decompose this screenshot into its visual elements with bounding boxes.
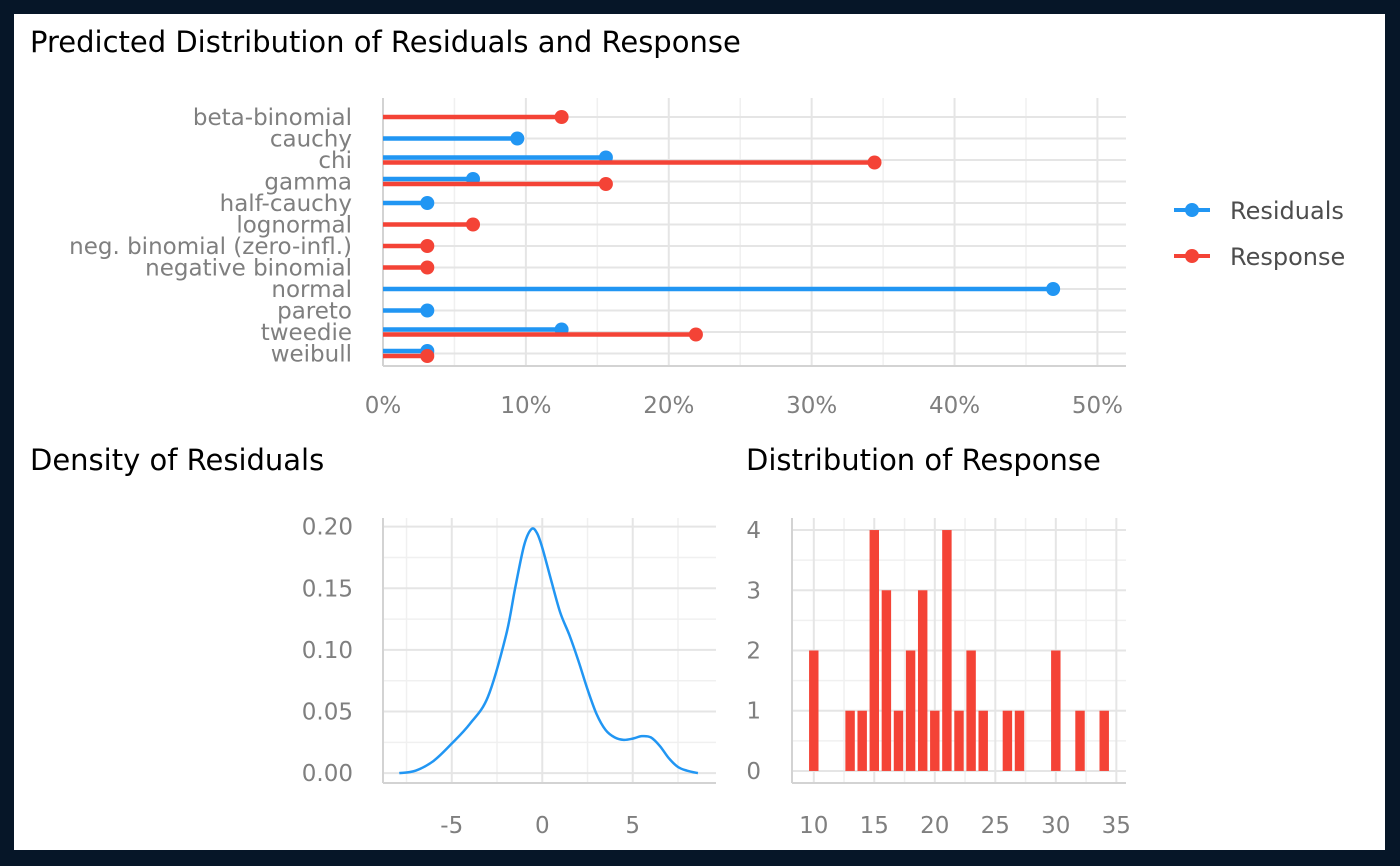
histogram-bar: [869, 530, 880, 771]
lollipop-dot-response: [688, 327, 703, 342]
x-tick-label: 40%: [929, 393, 980, 419]
y-tick-label: gamma: [264, 170, 352, 196]
histogram-bar: [1002, 710, 1013, 771]
y-tick-label: 2: [746, 639, 761, 665]
y-tick-label: 0: [746, 759, 761, 785]
x-tick-label: 25: [981, 813, 1010, 839]
density-chart-grid: [382, 518, 716, 784]
histogram-bar: [954, 710, 964, 771]
lollipop-dot-response: [420, 260, 435, 275]
top-chart-marks: [383, 110, 1061, 363]
x-tick-label: 20%: [643, 393, 694, 419]
lollipop-dot-response: [598, 177, 613, 191]
lollipop-dot-residuals: [420, 303, 435, 318]
lollipop-dot-response: [554, 110, 569, 124]
y-tick-label: tweedie: [261, 320, 352, 346]
histogram-bar: [809, 650, 819, 771]
density-curve: [399, 527, 699, 775]
histogram-bar: [845, 710, 855, 771]
histogram-bar: [942, 530, 952, 771]
histogram-bar: [1014, 710, 1025, 771]
y-tick-label: 0.05: [302, 700, 353, 726]
y-tick-label: 0.00: [302, 761, 353, 787]
histogram-bar: [857, 710, 867, 771]
histogram-bar: [930, 710, 940, 771]
y-tick-label: chi: [318, 148, 352, 174]
histogram-bar: [1075, 710, 1085, 771]
legend-response-label: Response: [1230, 243, 1345, 271]
x-tick-label: 30%: [786, 393, 837, 419]
histogram-chart: Distribution of Response 0 1 2 3 4 10 15 20 25 3…: [746, 443, 1131, 839]
top-chart-y-tick-labels: beta-binomialcauchychigammahalf-cauchylo…: [69, 105, 352, 368]
y-tick-label: weibull: [271, 342, 352, 368]
x-tick-label: 30: [1041, 813, 1070, 839]
lollipop-dot-response: [466, 217, 481, 232]
histogram-chart-title: Distribution of Response: [746, 443, 1101, 477]
y-tick-label: neg. binomial (zero-infl.): [69, 234, 352, 260]
x-tick-label: 15: [860, 813, 889, 839]
density-chart: Density of Residuals 0.00 0.05 0.10 0.15 0.2…: [30, 443, 716, 839]
y-tick-label: normal: [271, 277, 352, 303]
y-tick-label: beta-binomial: [193, 105, 352, 131]
chart-title: Predicted Distribution of Residuals and …: [30, 25, 741, 59]
histogram-bar: [917, 590, 928, 771]
y-tick-label: lognormal: [236, 213, 352, 239]
y-tick-label: pareto: [277, 299, 352, 325]
legend-residuals-label: Residuals: [1230, 197, 1344, 225]
histogram-bar: [1051, 650, 1061, 771]
histogram-bar: [1099, 710, 1109, 771]
histogram-bars: [809, 530, 1109, 771]
x-tick-label: -5: [440, 813, 463, 839]
x-tick-label: 10%: [500, 393, 551, 419]
top-chart-grid: [382, 98, 1126, 367]
x-tick-label: 5: [625, 813, 640, 839]
y-tick-label: 0.20: [302, 515, 353, 541]
histogram-bar: [978, 710, 988, 771]
lollipop-chart: Predicted Distribution of Residuals and …: [30, 25, 1345, 419]
x-tick-label: 50%: [1072, 393, 1123, 419]
lollipop-dot-residuals: [420, 196, 435, 210]
histogram-bar: [966, 650, 976, 771]
histogram-chart-y-tick-labels: 0 1 2 3 4: [746, 518, 761, 785]
histogram-bar: [905, 650, 916, 771]
legend-response-marker: [1185, 249, 1199, 263]
y-tick-label: 1: [746, 699, 761, 725]
density-chart-y-tick-labels: 0.00 0.05 0.10 0.15 0.20: [302, 515, 353, 788]
legend: Residuals Response: [1174, 197, 1345, 271]
x-tick-label: 10: [799, 813, 828, 839]
lollipop-dot-residuals: [1046, 282, 1061, 296]
x-tick-label: 35: [1102, 813, 1131, 839]
y-tick-label: 4: [746, 518, 761, 544]
y-tick-label: 3: [746, 578, 761, 604]
histogram-bar: [893, 710, 904, 771]
x-tick-label: 0: [535, 813, 550, 839]
y-tick-label: 0.10: [302, 638, 353, 664]
lollipop-dot-residuals: [510, 131, 525, 146]
x-tick-label: 20: [920, 813, 949, 839]
density-chart-x-tick-labels: -5 0 5: [440, 813, 640, 839]
lollipop-dot-response: [867, 155, 882, 170]
top-chart-x-tick-labels: 0% 10% 20% 30% 40% 50%: [365, 393, 1123, 419]
y-tick-label: 0.15: [302, 576, 353, 602]
legend-residuals-marker: [1185, 203, 1199, 217]
lollipop-dot-response: [420, 239, 435, 253]
y-tick-label: cauchy: [270, 127, 352, 153]
y-tick-label: negative binomial: [145, 256, 352, 282]
histogram-chart-x-tick-labels: 10 15 20 25 30 35: [799, 813, 1131, 839]
lollipop-dot-response: [420, 349, 435, 363]
x-tick-label: 0%: [365, 393, 402, 419]
y-tick-label: half-cauchy: [220, 191, 352, 217]
histogram-bar: [881, 590, 892, 771]
density-chart-title: Density of Residuals: [30, 443, 324, 477]
